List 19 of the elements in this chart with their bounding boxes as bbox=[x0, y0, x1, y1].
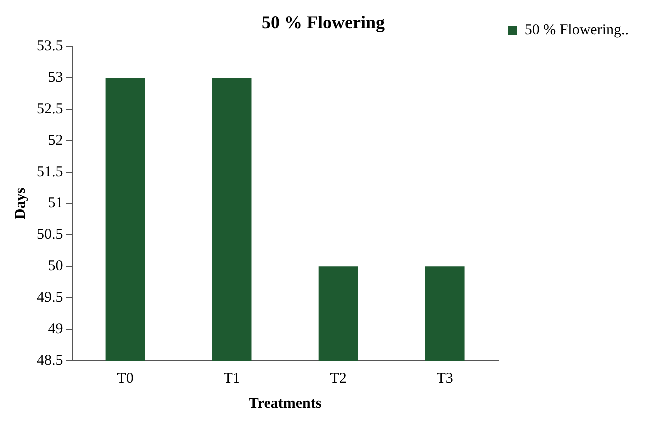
y-axis-title: Days bbox=[12, 188, 29, 220]
x-tick-label: T1 bbox=[224, 370, 240, 387]
x-tick-label: T0 bbox=[117, 370, 134, 387]
y-tick-label: 52.5 bbox=[37, 101, 64, 118]
x-tick-label: T3 bbox=[436, 370, 454, 387]
y-tick-label: 50.5 bbox=[37, 227, 64, 244]
legend-label: 50 % Flowering.. bbox=[524, 22, 630, 38]
y-tick-label: 53.5 bbox=[37, 38, 64, 55]
y-tick-label: 52 bbox=[48, 132, 64, 149]
y-tick-label: 53 bbox=[48, 70, 64, 86]
x-tick-label: T2 bbox=[330, 370, 347, 387]
y-tick-label: 49 bbox=[48, 321, 64, 338]
y-tick-label: 49.5 bbox=[37, 290, 64, 306]
y-tick-label: 48.5 bbox=[37, 352, 64, 369]
chart-title: 50 % Flowering bbox=[262, 12, 385, 32]
x-axis-title: Treatments bbox=[248, 396, 322, 412]
y-tick-label: 50 bbox=[48, 258, 64, 275]
y-tick-label: 51.5 bbox=[37, 164, 64, 180]
y-tick-label: 51 bbox=[48, 196, 64, 212]
